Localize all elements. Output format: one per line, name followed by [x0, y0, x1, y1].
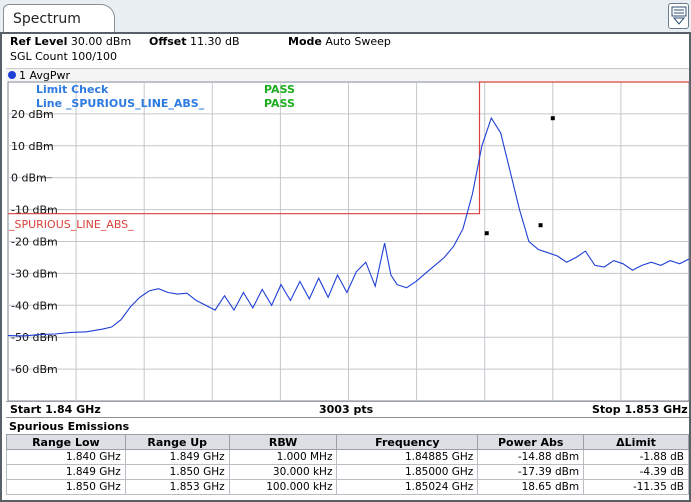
limit-check-label: Limit Check	[36, 83, 109, 96]
table-cell: 1.85024 GHz	[336, 479, 479, 495]
frequency-axis: Start 1.84 GHz 3003 pts Stop 1.853 GHz	[6, 401, 689, 417]
column-header: Range Low	[6, 434, 126, 450]
offset-value: 11.30 dB	[190, 35, 240, 48]
tab-strip: Spectrum	[0, 0, 691, 34]
pass-result-2: PASS	[264, 97, 295, 110]
table-cell: 1.849 GHz	[6, 464, 126, 480]
table-cell: 1.850 GHz	[124, 464, 230, 480]
display-config-icon[interactable]	[668, 3, 689, 29]
y-tick-label: -10 dBm	[11, 204, 58, 217]
table-cell: 30.000 kHz	[228, 464, 338, 480]
y-tick-label: 20 dBm	[11, 108, 54, 121]
table-cell: -11.35 dB	[583, 479, 689, 495]
limit-line-path	[8, 81, 689, 215]
marker-point	[550, 116, 555, 121]
spurious-emissions-panel: Spurious Emissions Range Low Range Up RBW F…	[6, 417, 689, 498]
y-tick-label: 10 dBm	[11, 140, 54, 153]
limit-line	[8, 81, 689, 215]
trace-header: 1 AvgPwr	[6, 68, 689, 82]
y-tick-label: -40 dBm	[11, 299, 58, 312]
y-tick-label: -20 dBm	[11, 236, 58, 249]
table-cell: 1.84885 GHz	[336, 449, 479, 465]
ref-level-label: Ref Level	[10, 35, 68, 48]
trace-line	[7, 116, 690, 337]
y-tick-label: 0 dBm	[11, 172, 47, 185]
column-header: RBW	[228, 434, 338, 450]
tab-spectrum-label: Spectrum	[13, 11, 81, 27]
marker-point	[538, 223, 543, 228]
sweep-points: 3003 pts	[319, 403, 374, 416]
table-row[interactable]: 1.849 GHz 1.850 GHz 30.000 kHz 1.85000 GHz -…	[6, 464, 689, 480]
column-header: Power Abs	[477, 434, 585, 450]
table-cell: 1.853 GHz	[124, 479, 230, 495]
pass-result-1: PASS	[264, 83, 295, 96]
y-tick-label: -50 dBm	[11, 331, 58, 344]
table-row[interactable]: 1.850 GHz 1.853 GHz 100.000 kHz 1.85024 GHz…	[6, 479, 689, 495]
start-frequency: Start 1.84 GHz	[10, 403, 101, 416]
table-cell: -17.39 dBm	[477, 464, 585, 480]
spurious-table: Range Low Range Up RBW Frequency Power Abs ΔL…	[6, 434, 689, 495]
table-cell: 1.849 GHz	[124, 449, 230, 465]
markers	[484, 116, 555, 236]
marker-point	[484, 231, 489, 236]
limit-line-label: _SPURIOUS_LINE_ABS_	[8, 218, 134, 231]
table-cell: 1.840 GHz	[6, 449, 126, 465]
table-cell: 18.65 dBm	[477, 479, 585, 495]
table-cell: 100.000 kHz	[228, 479, 338, 495]
column-header: Range Up	[124, 434, 230, 450]
y-tick-label: -30 dBm	[11, 267, 58, 280]
trace-path	[7, 116, 690, 337]
table-cell: -14.88 dBm	[477, 449, 585, 465]
ref-level-value: 30.00 dBm	[70, 35, 132, 48]
table-cell: 1.850 GHz	[6, 479, 126, 495]
sgl-count: SGL Count 100/100	[10, 50, 117, 63]
trace-label: 1 AvgPwr	[19, 69, 71, 82]
stop-frequency: Stop 1.853 GHz	[592, 403, 688, 416]
spurious-title: Spurious Emissions	[9, 420, 130, 433]
offset-label: Offset	[149, 35, 187, 48]
table-cell: 1.000 MHz	[228, 449, 338, 465]
table-cell: -1.88 dB	[583, 449, 689, 465]
table-cell: -4.39 dB	[583, 464, 689, 480]
tab-spectrum[interactable]: Spectrum	[3, 4, 115, 34]
mode-value: Auto Sweep	[325, 35, 391, 48]
column-header: ΔLimit	[583, 434, 689, 450]
y-tick-label: -60 dBm	[11, 363, 58, 376]
table-cell: 1.85000 GHz	[336, 464, 479, 480]
mode-label: Mode	[288, 35, 322, 48]
trace-indicator-icon	[8, 71, 16, 79]
column-header: Frequency	[336, 434, 479, 450]
limit-line-check-label: Line _SPURIOUS_LINE_ABS_	[36, 97, 205, 110]
plot-grid	[7, 81, 690, 402]
table-row[interactable]: 1.840 GHz 1.849 GHz 1.000 MHz 1.84885 GHz -1…	[6, 449, 689, 465]
